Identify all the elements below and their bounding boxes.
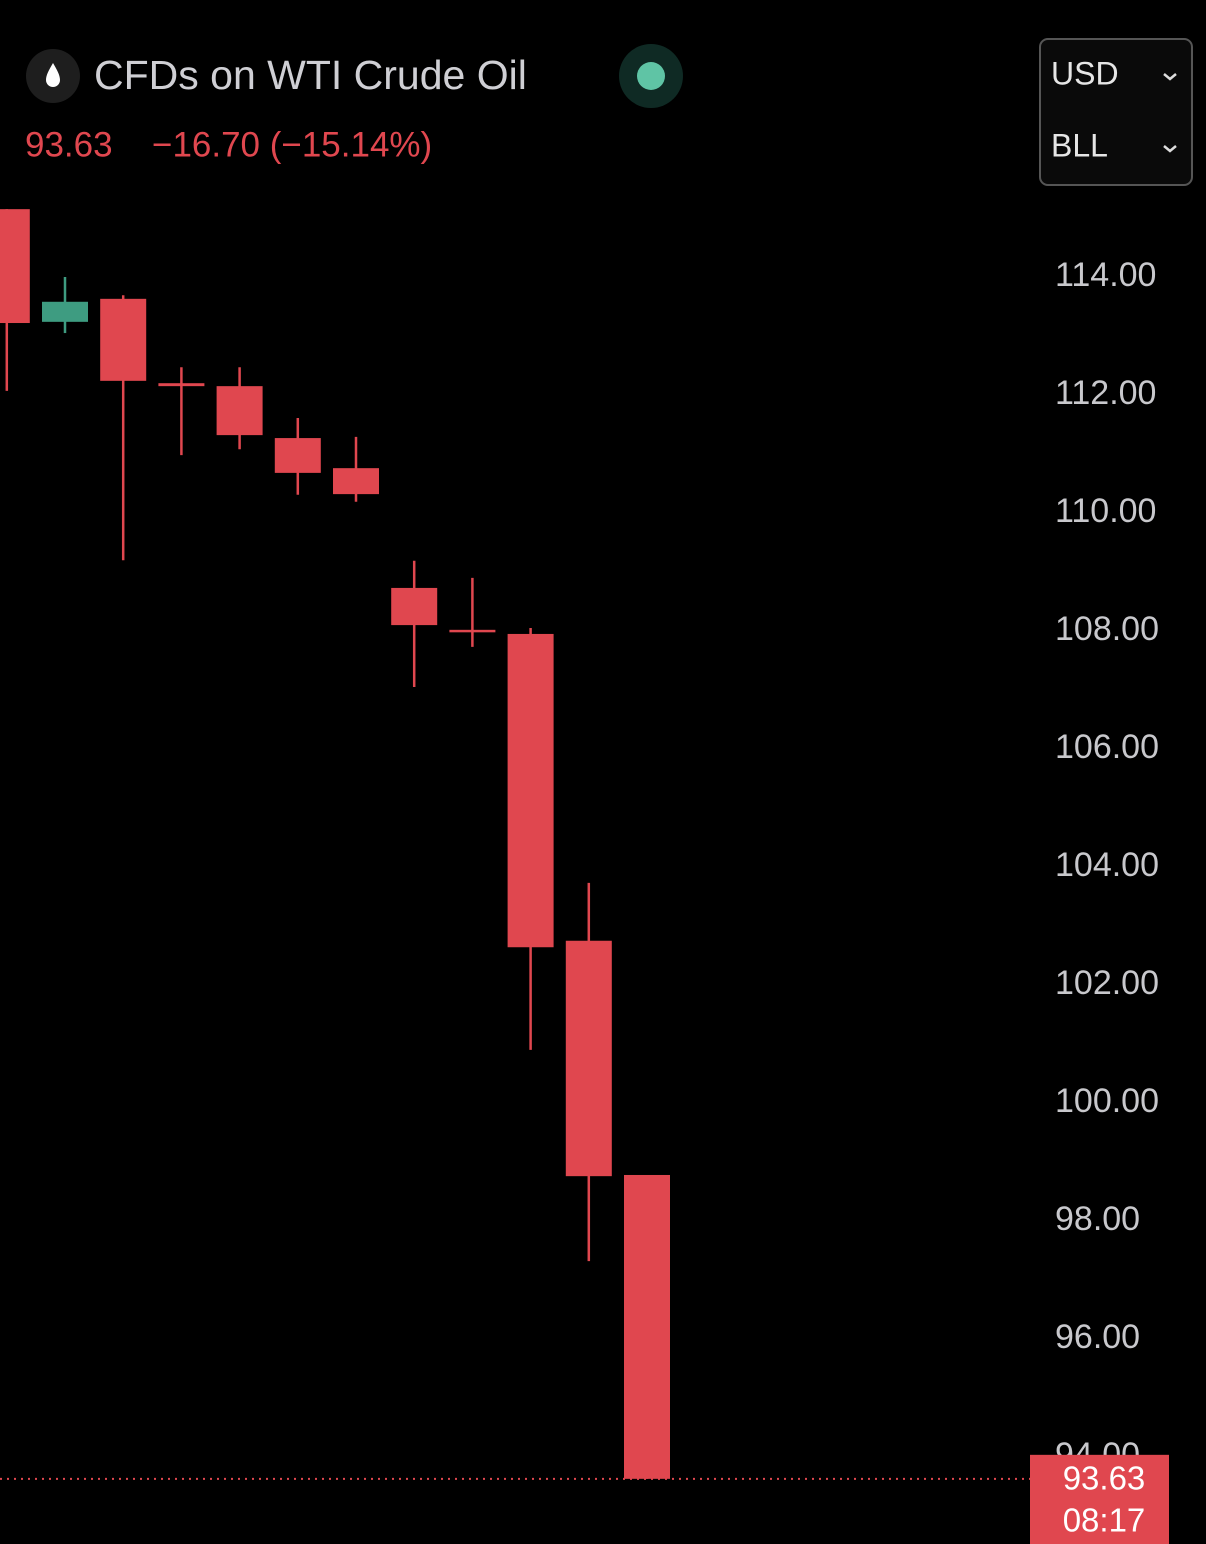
y-tick-label: 110.00	[1055, 492, 1156, 530]
last-price: 93.63	[25, 125, 113, 164]
price-change: −16.70 (−15.14%)	[152, 125, 432, 164]
candle-body	[624, 1174, 670, 1479]
currency-select[interactable]: USD	[1051, 55, 1119, 91]
y-tick-label: 96.00	[1055, 1318, 1140, 1356]
y-tick-label: 112.00	[1055, 374, 1156, 412]
y-tick-label: 104.00	[1055, 846, 1159, 884]
plot-area	[0, 209, 1030, 1480]
y-tick-label: 114.00	[1055, 256, 1156, 294]
candle-body	[274, 438, 321, 473]
price-tag-countdown: 08:17	[1063, 1502, 1146, 1539]
drop-icon	[46, 63, 60, 87]
candle-body	[391, 587, 438, 626]
status-dot	[637, 62, 665, 90]
chart-title: CFDs on WTI Crude Oil	[94, 52, 527, 98]
candle-body	[449, 629, 496, 633]
candle-body	[158, 383, 205, 387]
candle-body	[216, 386, 263, 436]
candle-body	[565, 940, 612, 1177]
candle-body	[0, 209, 30, 324]
chevron	[1163, 145, 1177, 153]
chevron	[1163, 73, 1177, 81]
price-tag: 93.63 08:17	[1030, 1454, 1169, 1544]
candle-body	[100, 298, 147, 381]
y-tick-label: 98.00	[1055, 1200, 1140, 1238]
candle-body	[333, 468, 379, 495]
y-tick-label: 102.00	[1055, 964, 1159, 1002]
price-tag-value: 93.63	[1063, 1460, 1146, 1497]
y-tick-label: 108.00	[1055, 610, 1159, 648]
unit-panel	[1039, 38, 1193, 186]
y-axis: 94.0096.0098.00100.00102.00104.00106.001…	[1055, 256, 1159, 1474]
y-tick-label: 100.00	[1055, 1082, 1159, 1120]
y-tick-label: 106.00	[1055, 728, 1159, 766]
unit-select[interactable]: BLL	[1051, 127, 1108, 163]
price-tag-box	[1030, 1454, 1169, 1544]
candle-body	[507, 633, 554, 948]
candle-body	[42, 301, 88, 322]
